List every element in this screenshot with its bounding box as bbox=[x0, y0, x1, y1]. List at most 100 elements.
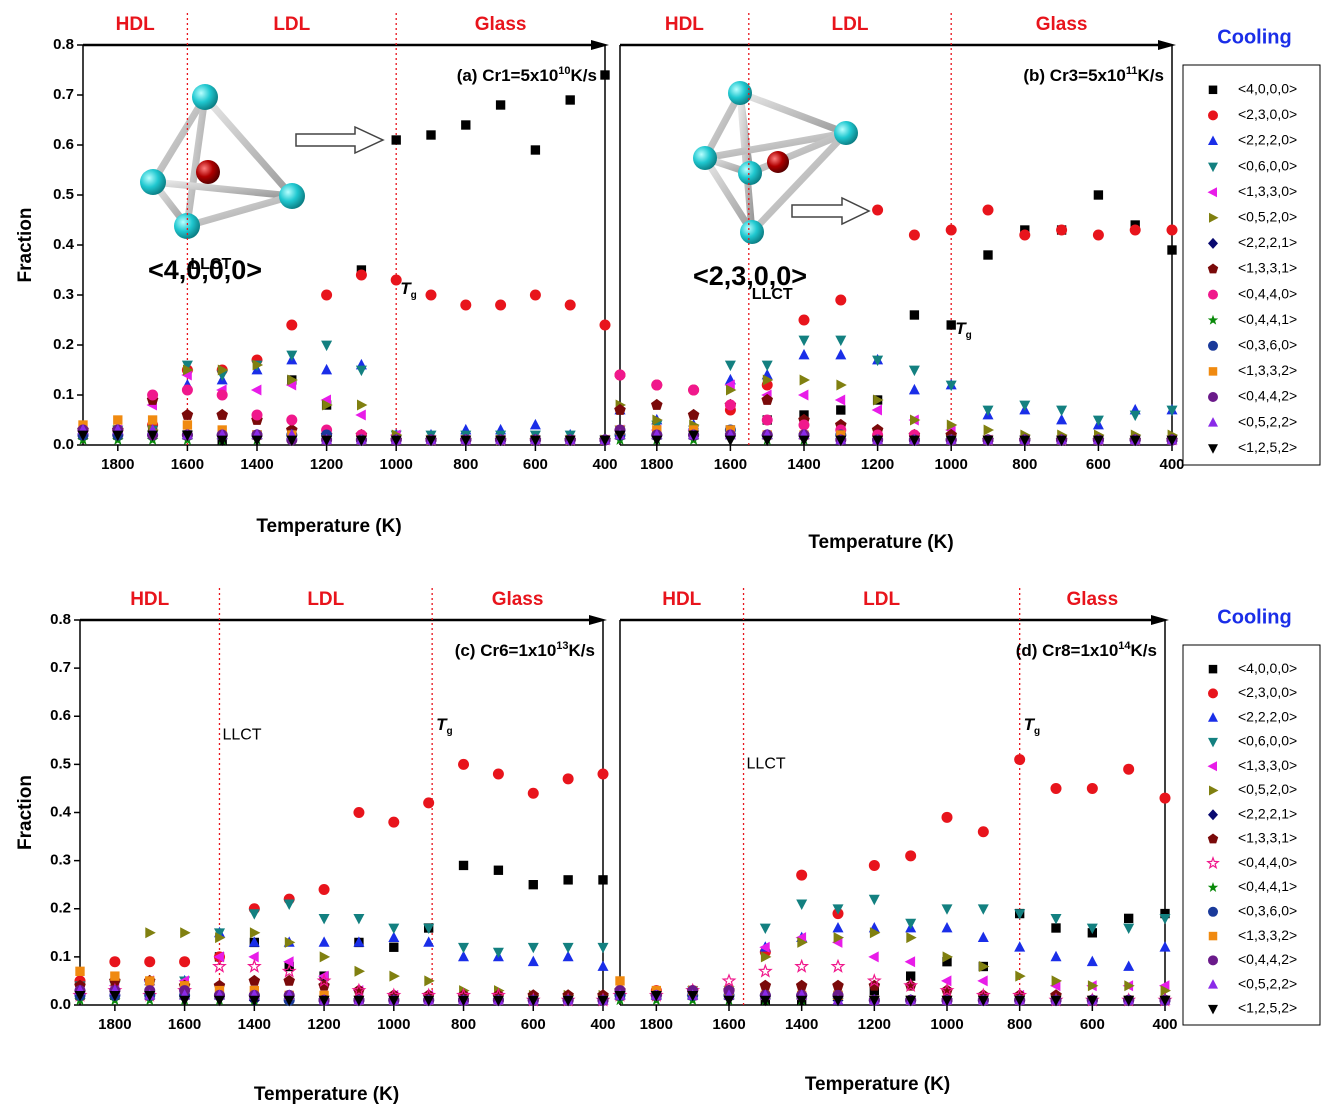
marker-square bbox=[113, 415, 123, 425]
marker-square bbox=[565, 95, 575, 105]
marker-circle bbox=[599, 319, 611, 331]
marker-circle bbox=[527, 787, 539, 799]
marker-diamond bbox=[1208, 237, 1218, 249]
y-tick-label: 0.7 bbox=[50, 659, 71, 676]
marker-triangle bbox=[1086, 955, 1098, 967]
marker-circle bbox=[564, 299, 576, 311]
marker-circle bbox=[460, 299, 472, 311]
marker-triangle bbox=[529, 418, 541, 430]
legend-label: <2,2,2,0> bbox=[1238, 132, 1297, 148]
marker-triangle bbox=[908, 435, 920, 447]
legend-label: <0,3,6,0> bbox=[1238, 903, 1297, 919]
marker-triangle bbox=[798, 389, 809, 401]
marker-triangle bbox=[286, 350, 298, 362]
marker-circle bbox=[1208, 955, 1218, 966]
marker-circle bbox=[458, 758, 470, 770]
marker-triangle bbox=[283, 899, 295, 910]
marker-triangle bbox=[1208, 162, 1218, 173]
title-part: 13 bbox=[556, 640, 568, 652]
marker-triangle bbox=[423, 936, 435, 947]
x-axis-label: Temperature (K) bbox=[808, 532, 953, 553]
marker-circle bbox=[651, 379, 663, 391]
marker-circle bbox=[977, 826, 989, 838]
marker-circle bbox=[905, 850, 917, 862]
x-axis-label: Temperature (K) bbox=[805, 1074, 950, 1095]
marker-square bbox=[110, 971, 120, 981]
marker-triangle bbox=[614, 430, 626, 442]
y-tick-label: 0.4 bbox=[53, 236, 75, 253]
x-tick-label: 600 bbox=[521, 1016, 546, 1033]
marker-circle bbox=[941, 811, 953, 823]
marker-triangle bbox=[1056, 405, 1068, 417]
marker-circle bbox=[492, 768, 504, 780]
legend-label: <1,3,3,0> bbox=[1238, 757, 1297, 773]
marker-square bbox=[1208, 664, 1218, 674]
marker-triangle bbox=[724, 379, 735, 391]
marker-square bbox=[461, 120, 471, 130]
marker-square bbox=[909, 310, 920, 320]
marker-triangle bbox=[353, 936, 365, 947]
marker-circle bbox=[216, 389, 228, 401]
marker-triangle bbox=[761, 435, 773, 447]
panel-title: (c) Cr6=1x1013K/s bbox=[455, 640, 595, 661]
y-tick-label: 0.1 bbox=[53, 386, 74, 403]
marker-pentagon bbox=[181, 408, 194, 420]
marker-triangle bbox=[389, 970, 400, 982]
marker-triangle bbox=[868, 951, 879, 963]
marker-circle bbox=[597, 768, 609, 780]
legend-label: <0,5,2,2> bbox=[1238, 975, 1297, 991]
marker-triangle bbox=[321, 340, 333, 352]
panel-title: (a) Cr1=5x1010K/s bbox=[457, 65, 597, 86]
x-tick-label: 1600 bbox=[168, 1016, 201, 1033]
marker-triangle bbox=[252, 359, 264, 371]
marker-square bbox=[530, 145, 541, 155]
marker-square bbox=[495, 100, 506, 110]
x-tick-label: 1200 bbox=[307, 1016, 340, 1033]
marker-triangle bbox=[597, 942, 609, 954]
marker-square bbox=[563, 875, 573, 885]
marker-triangle bbox=[761, 360, 773, 372]
marker-triangle bbox=[321, 363, 333, 375]
marker-triangle bbox=[835, 435, 847, 447]
y-tick-label: 0.7 bbox=[53, 86, 74, 103]
tg-subscript: g bbox=[966, 330, 972, 341]
marker-triangle bbox=[942, 951, 953, 963]
marker-triangle bbox=[529, 435, 541, 447]
llct-label: LLCT bbox=[747, 756, 786, 773]
marker-square bbox=[458, 860, 469, 871]
marker-square bbox=[1160, 908, 1170, 919]
marker-triangle bbox=[759, 995, 771, 1007]
marker-star bbox=[246, 958, 262, 973]
marker-triangle bbox=[355, 409, 366, 421]
x-tick-label: 800 bbox=[453, 456, 478, 473]
marker-triangle bbox=[945, 435, 957, 447]
title-part: K/s bbox=[1131, 641, 1157, 660]
marker-triangle bbox=[1123, 960, 1135, 971]
marker-square bbox=[836, 405, 846, 415]
marker-triangle bbox=[458, 995, 469, 1007]
marker-circle bbox=[1208, 906, 1218, 917]
marker-triangle bbox=[217, 364, 229, 376]
marker-triangle bbox=[1159, 995, 1171, 1007]
x-tick-label: 1800 bbox=[98, 1016, 131, 1033]
marker-triangle bbox=[1208, 444, 1218, 454]
marker-square bbox=[983, 250, 993, 260]
marker-triangle bbox=[723, 995, 735, 1007]
marker-triangle bbox=[353, 995, 365, 1007]
marker-triangle bbox=[388, 995, 400, 1007]
marker-triangle bbox=[1129, 410, 1141, 422]
marker-triangle bbox=[1014, 995, 1026, 1007]
title-part: (b) Cr3=5x10 bbox=[1023, 66, 1126, 85]
legend-label: <1,3,3,2> bbox=[1238, 362, 1297, 378]
marker-pentagon bbox=[248, 974, 261, 986]
marker-triangle bbox=[213, 951, 224, 963]
marker-triangle bbox=[760, 951, 772, 963]
marker-star bbox=[212, 958, 227, 973]
legend-box bbox=[1182, 64, 1321, 466]
y-tick-label: 0.2 bbox=[50, 900, 71, 917]
cooling-arrowhead bbox=[1158, 40, 1176, 50]
marker-triangle bbox=[214, 995, 225, 1007]
marker-square bbox=[905, 971, 916, 981]
marker-triangle bbox=[112, 430, 124, 442]
marker-triangle bbox=[1019, 400, 1031, 412]
